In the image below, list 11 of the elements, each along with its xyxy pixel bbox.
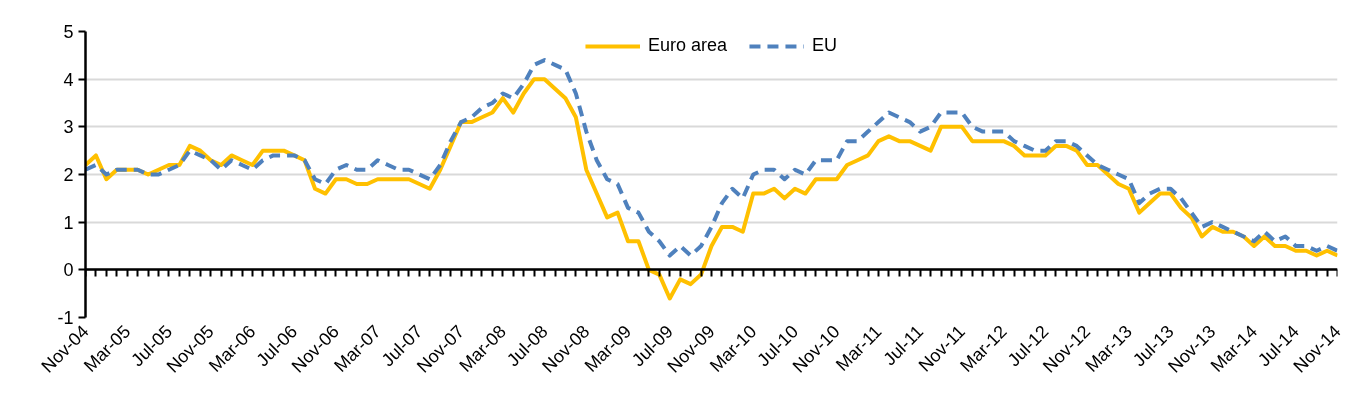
y-tick-label: 3: [63, 117, 74, 138]
legend-label: EU: [812, 35, 838, 56]
line-series: [85, 58, 1338, 258]
y-tick-label: 4: [63, 69, 74, 90]
y-tick-label: 2: [63, 165, 74, 185]
y-tick-label: 5: [63, 22, 74, 42]
legend-label: Euro area: [647, 35, 728, 56]
line-series: [85, 77, 1338, 301]
y-tick-label: 0: [63, 260, 74, 281]
y-tick-label: 1: [63, 212, 74, 233]
y-tick-label: -1: [57, 308, 74, 328]
